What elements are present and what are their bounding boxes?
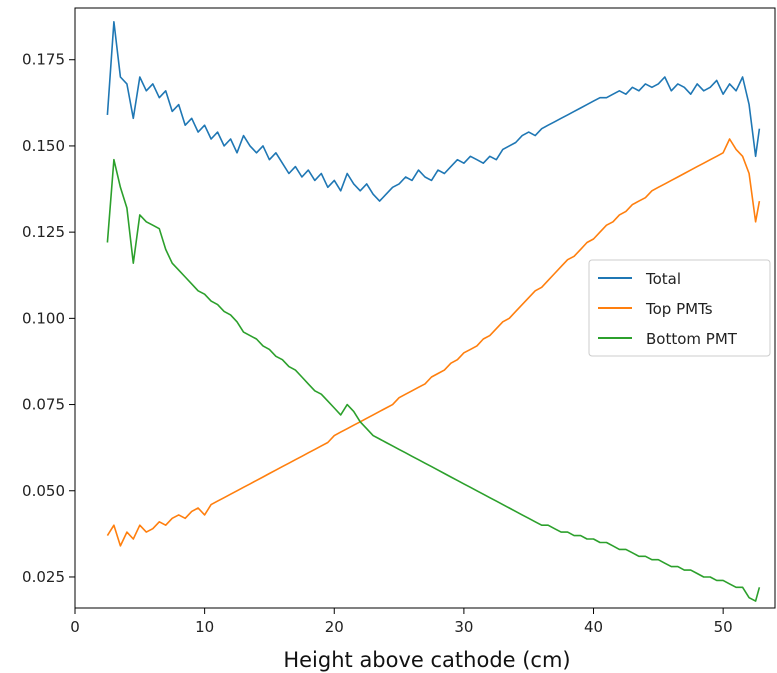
y-tick-label: 0.125 (22, 223, 65, 241)
legend-frame (588, 259, 771, 357)
x-tick-label: 50 (714, 618, 733, 636)
x-tick-label: 30 (454, 618, 473, 636)
series-line-bottom-pmt (106, 158, 761, 602)
series-layer (106, 21, 761, 602)
plot-frame (74, 7, 776, 609)
series-line-top-pmts (106, 138, 761, 547)
x-tick-label: 10 (195, 618, 214, 636)
legend-label-top-pmts: Top PMTs (645, 300, 713, 318)
y-tick-label: 0.100 (22, 309, 65, 327)
y-axis: 0.025 0.050 0.075 0.100 0.125 0.150 0.175 (22, 51, 75, 586)
x-tick-label: 0 (70, 618, 80, 636)
x-axis-label: Height above cathode (cm) (283, 648, 570, 672)
y-tick-label: 0.175 (22, 51, 65, 69)
x-tick-label: 40 (584, 618, 603, 636)
legend-label-bottom-pmt: Bottom PMT (646, 330, 738, 348)
series-line-total (106, 21, 761, 202)
x-tick-label: 20 (325, 618, 344, 636)
legend: Total Top PMTs Bottom PMT (588, 259, 771, 357)
y-tick-label: 0.075 (22, 396, 65, 414)
y-tick-label: 0.025 (22, 568, 65, 586)
y-tick-label: 0.150 (22, 137, 65, 155)
legend-label-total: Total (645, 270, 681, 288)
x-axis: 0 10 20 30 40 50 (70, 608, 733, 636)
y-tick-label: 0.050 (22, 482, 65, 500)
